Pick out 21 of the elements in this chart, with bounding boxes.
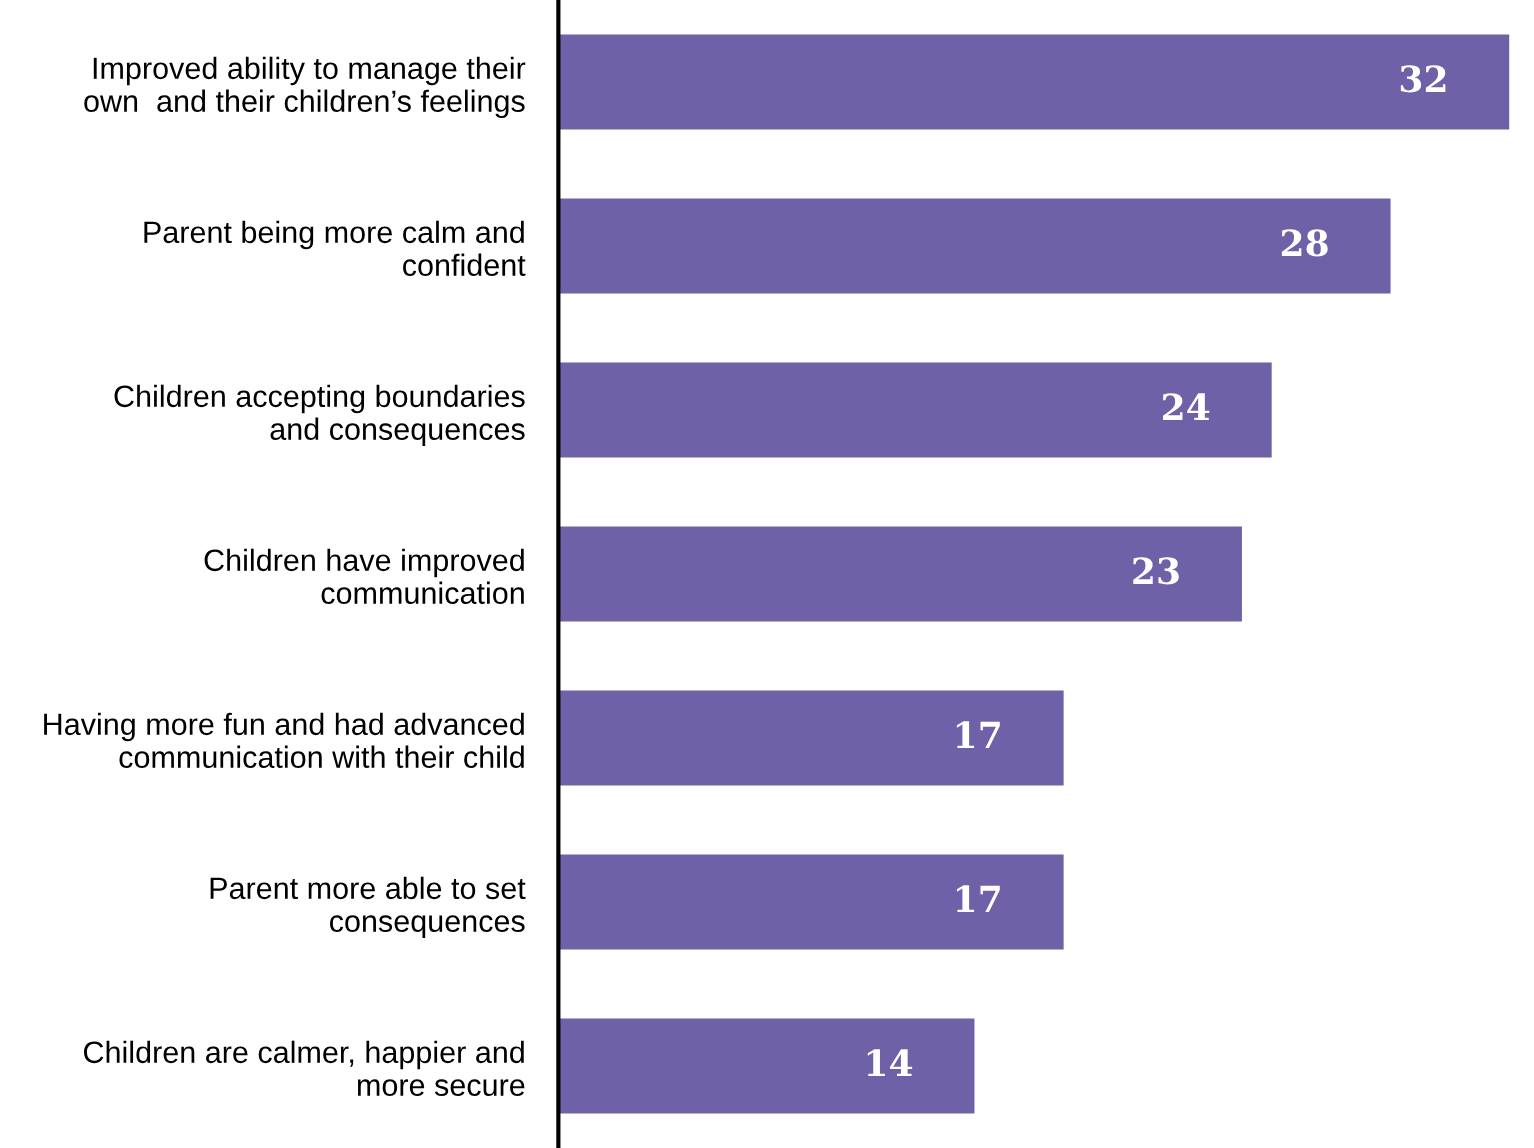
- y-tick-label: Having more fun and had advanced communication with their child: [44, 712, 524, 769]
- bar: [558, 526, 1242, 622]
- data-label: 23: [1133, 557, 1179, 585]
- bar: [558, 854, 1064, 950]
- data-label: 24: [1162, 393, 1210, 420]
- data-label: 32: [1400, 65, 1446, 93]
- y-tick-label: Improved ability to manage their own and their children’s feelings: [84, 56, 526, 119]
- data-label: 17: [956, 721, 1000, 748]
- y-tick-label: Children are calmer, happier and more secure: [84, 1040, 525, 1097]
- y-tick-label: Children have improved communication: [204, 548, 524, 605]
- data-label: 28: [1281, 229, 1328, 257]
- y-tick-label: Parent more able to set consequences: [210, 876, 526, 939]
- bar: [558, 1018, 975, 1114]
- data-label: 17: [956, 885, 1000, 912]
- bar: [558, 34, 1510, 130]
- y-tick-label: Children accepting boundaries and consequences: [114, 384, 525, 447]
- y-tick-label: Parent being more calm and confident: [144, 220, 526, 277]
- bar: [558, 362, 1272, 458]
- bar: [558, 198, 1391, 294]
- data-label: 14: [867, 1049, 913, 1076]
- bar: [558, 690, 1064, 786]
